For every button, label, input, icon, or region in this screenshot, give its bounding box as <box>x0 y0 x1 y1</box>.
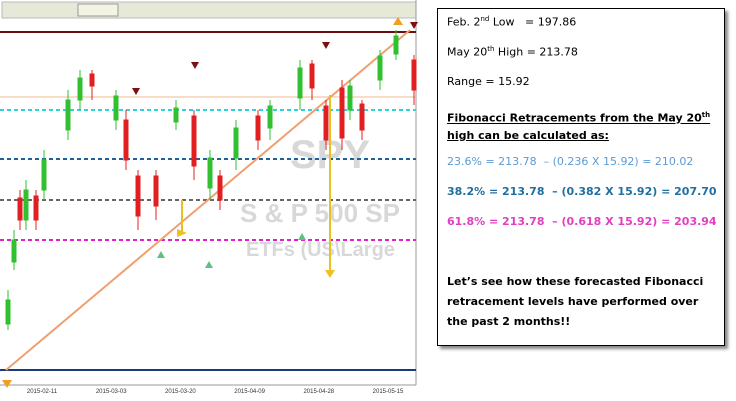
fib-level: 38.2% = 213.78 – (0.382 X 15.92) = 207.7… <box>447 185 717 198</box>
scroll-thumb <box>77 3 119 17</box>
x-tick-label: 2015-05-15 <box>373 389 404 395</box>
notes-box: Feb. 2nd Low = 197.86 May 20th High = 21… <box>437 8 725 346</box>
trend-line <box>5 29 411 371</box>
x-tick-label: 2015-04-28 <box>303 389 334 395</box>
toolbar <box>1 1 417 19</box>
closing-text: Let’s see how these forecasted Fibonacci… <box>447 275 704 328</box>
candles <box>5 30 417 330</box>
text: th <box>701 111 711 119</box>
x-tick-label: 2015-02-11 <box>27 389 58 395</box>
x-tick-label: 2015-04-09 <box>234 389 265 395</box>
text: May 20 <box>447 45 488 59</box>
text: high can be calculated as: <box>447 128 609 142</box>
fib-level: 61.8% = 213.78 – (0.618 X 15.92) = 203.9… <box>447 215 717 228</box>
text: th <box>487 45 495 53</box>
watermark-name: S & P 500 SP <box>240 198 400 228</box>
x-tick-label: 2015-03-20 <box>165 389 196 395</box>
chart: SPY S & P 500 SP ETFs (US\Large 2015-02-… <box>0 0 418 395</box>
text: Feb. 2 <box>447 15 481 29</box>
text: Fibonacci Retracements from the May 20 <box>447 111 702 125</box>
x-labels: 2015-02-11 2015-03-03 2015-03-20 2015-04-09… <box>27 389 404 395</box>
text: High = 213.78 <box>494 45 578 59</box>
fib-level: 23.6% = 213.78 – (0.236 X 15.92) = 210.0… <box>447 155 694 168</box>
range-text: Range = 15.92 <box>447 75 530 88</box>
signal-arrows <box>2 17 418 388</box>
low-line-text: Feb. 2nd Low = 197.86 <box>447 15 718 29</box>
watermark-category: ETFs (US\Large <box>246 239 395 261</box>
text: nd <box>480 15 490 23</box>
high-line-text: May 20th High = 213.78 <box>447 45 718 59</box>
heading: Fibonacci Retracements from the May 20th… <box>447 107 718 144</box>
x-tick-label: 2015-03-03 <box>96 389 127 395</box>
text: Low = 197.86 <box>489 15 577 29</box>
